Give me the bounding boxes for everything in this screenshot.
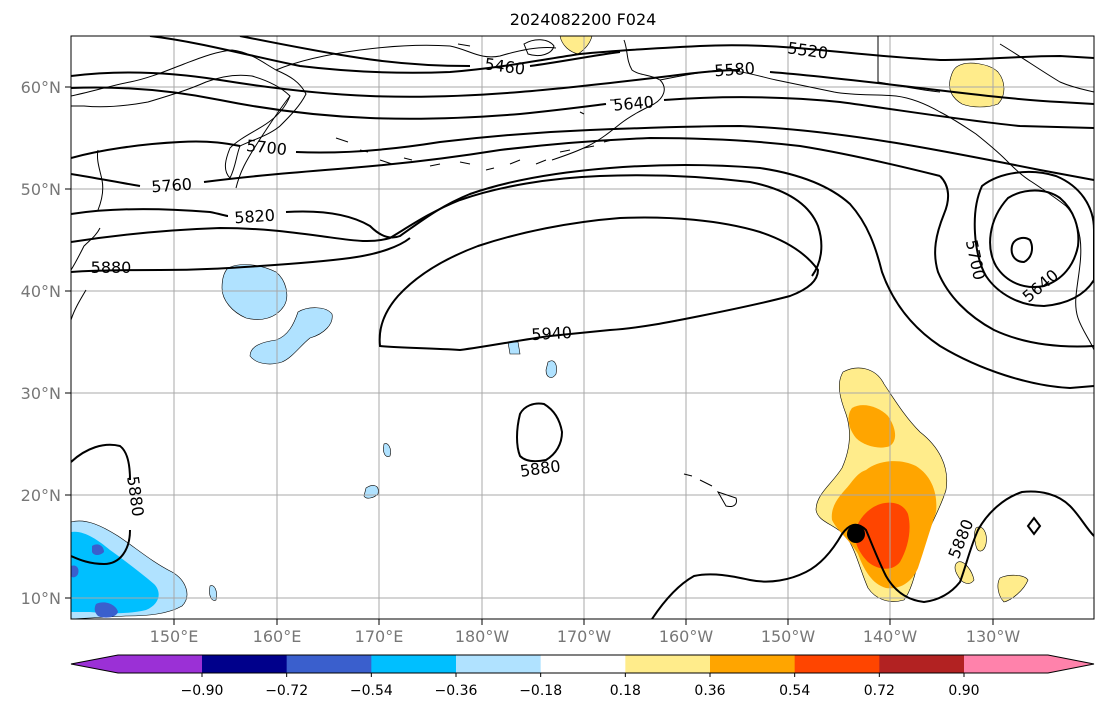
lon-label: 150°W (761, 627, 816, 646)
lon-label: 170°E (355, 627, 404, 646)
contour-label-5700: 5700 (245, 136, 287, 159)
colorbar-tick-label: 0.18 (610, 683, 641, 699)
contour-labels: 5520 5580 5640 5460 5700 5760 5820 5880 … (91, 38, 1063, 561)
colorbar-segment (286, 655, 372, 673)
lon-label: 170°W (557, 627, 612, 646)
coast-alaska-west (551, 39, 665, 161)
contour-label-5580: 5580 (714, 59, 756, 81)
lat-label: 40°N (21, 282, 61, 301)
contour-5700-low (989, 189, 1080, 288)
colorbar-tick-label: −0.36 (435, 683, 478, 699)
anomaly-cyan-light-a (221, 264, 288, 320)
height-contours (71, 36, 1094, 619)
anomaly-cyan-small-d (383, 443, 391, 457)
coast-hawaii (683, 473, 737, 507)
latitude-labels: 60°N 50°N 40°N 30°N 20°N 10°N (21, 78, 61, 608)
lat-label: 50°N (21, 180, 61, 199)
contour-5880 (71, 174, 823, 277)
contour-5640-low (973, 170, 1094, 308)
colorbar-tick-label: 0.72 (864, 683, 895, 699)
colorbar-extend-high (964, 655, 1094, 673)
colorbar-segment (710, 655, 796, 673)
contour-label-5940: 5940 (531, 323, 573, 344)
lat-label: 30°N (21, 384, 61, 403)
anomaly-yellow-small-a (974, 526, 987, 552)
coast-russia-far-east (71, 49, 307, 179)
lat-label: 20°N (21, 486, 61, 505)
anomaly-cyan-light-b (249, 307, 333, 365)
coast-bc (1005, 159, 1094, 351)
contour-5760 (71, 136, 941, 187)
contour-5580 (71, 69, 1094, 105)
colorbar-tick-label: −0.54 (350, 683, 393, 699)
colorbar-tick-label: 0.54 (779, 683, 810, 699)
lon-label: 130°W (966, 627, 1021, 646)
storm-center-marker (847, 525, 865, 543)
contour-label-5820: 5820 (234, 206, 276, 228)
anomaly-orange-north (848, 405, 896, 448)
contour-low-center (1010, 237, 1033, 264)
coastlines (71, 36, 1094, 507)
anomaly-cyan-small-e (209, 585, 217, 601)
lon-label: 160°E (253, 627, 302, 646)
figure-title: 2024082200 F024 (510, 10, 657, 29)
contour-5880-mid (516, 402, 564, 463)
anomaly-royal-c (71, 565, 79, 578)
anomaly-royal-b (92, 544, 104, 555)
coast-chukotka (275, 44, 557, 71)
anomaly-red-east (854, 502, 910, 569)
lon-label: 150°E (150, 627, 199, 646)
colorbar-segment (879, 655, 965, 673)
contour-5460 (239, 36, 621, 67)
contour-5880-south (651, 490, 1094, 619)
negative-anomaly-fill (71, 264, 557, 619)
contour-label-5880: 5880 (91, 258, 132, 277)
contour-low-outer (934, 175, 1094, 348)
colorbar-segment (625, 655, 711, 673)
colorbar-segment (794, 655, 880, 673)
colorbar-tick-label: 0.36 (694, 683, 725, 699)
map-gridlines (71, 36, 1094, 619)
colorbar-tick-label: −0.90 (181, 683, 224, 699)
colorbar-tick-label: −0.72 (265, 683, 308, 699)
contour-label-5760: 5760 (151, 175, 193, 197)
colorbar-tick-label: −0.18 (519, 683, 562, 699)
colorbar-segment (540, 655, 626, 673)
colorbar-outline (70, 654, 1095, 674)
contour-5940 (378, 216, 820, 352)
positive-anomaly-fill (559, 36, 1029, 603)
colorbar: −0.90 −0.72 −0.54 −0.36 −0.18 0.18 0.36 0.54 0.7… (70, 654, 1095, 699)
map-frame (70, 35, 1095, 620)
lon-label: 180°W (455, 627, 510, 646)
contour-label-5640: 5640 (612, 92, 654, 114)
anomaly-yellow-small-c (997, 574, 1029, 603)
axis-ticks (65, 86, 994, 625)
anomaly-cyan-small-b (545, 360, 557, 378)
lon-label: 160°W (659, 627, 714, 646)
coast-small-islands (457, 39, 616, 115)
colorbar-extend-low (71, 655, 202, 673)
longitude-labels: 150°E 160°E 170°E 180°W 170°W 160°W 150°… (150, 627, 1021, 646)
map-panel: 5520 5580 5640 5460 5700 5760 5820 5880 … (71, 36, 1094, 619)
contour-small-east (1026, 516, 1042, 536)
lat-label: 60°N (21, 78, 61, 97)
contour-5880-west (71, 443, 131, 566)
lat-label: 10°N (21, 589, 61, 608)
anomaly-cyan-small-a (507, 341, 521, 355)
anomaly-yellow-small-b (954, 561, 975, 584)
colorbar-segment (456, 655, 542, 673)
colorbar-segment (202, 655, 288, 673)
contour-5700 (71, 124, 1094, 181)
anomaly-royal-a (94, 602, 118, 618)
colorbar-tick-label: 0.90 (948, 683, 979, 699)
contour-5640 (71, 86, 1094, 129)
contour-5520 (149, 36, 1094, 74)
lon-label: 140°W (863, 627, 918, 646)
colorbar-segment (371, 655, 457, 673)
